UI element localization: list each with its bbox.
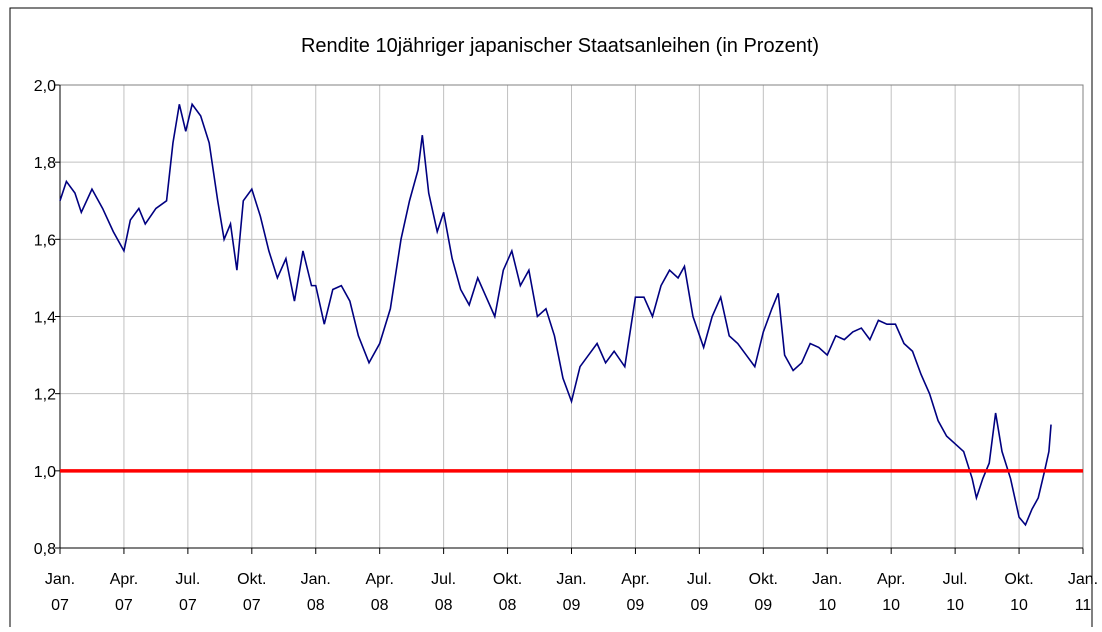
chart-area bbox=[9, 7, 1093, 632]
x-tick-label: Jan. 07 bbox=[45, 571, 75, 614]
line-series bbox=[59, 102, 1052, 527]
x-tick-label: Apr. 08 bbox=[365, 571, 393, 614]
x-tick-label: Okt. 09 bbox=[749, 571, 778, 614]
x-tick-label: Jul. 07 bbox=[175, 571, 200, 614]
y-tick-label: 1,8 bbox=[34, 155, 56, 172]
y-tick-label: 1,6 bbox=[34, 232, 56, 249]
x-tick-label: Apr. 09 bbox=[621, 571, 649, 614]
x-tick-label: Apr. 10 bbox=[877, 571, 905, 614]
y-tick-label: 1,4 bbox=[34, 310, 56, 327]
x-tick-label: Okt. 08 bbox=[493, 571, 522, 614]
x-tick-label: Apr. 07 bbox=[110, 571, 138, 614]
y-tick-label: 2,0 bbox=[34, 78, 56, 95]
x-tick-label: Jan. 11 bbox=[1068, 571, 1098, 614]
x-tick-label: Okt. 07 bbox=[237, 571, 266, 614]
chart-title: Rendite 10jähriger japanischer Staatsanl… bbox=[301, 35, 819, 57]
x-tick-label: Okt. 10 bbox=[1004, 571, 1033, 614]
x-tick-label: Jul. 10 bbox=[943, 571, 968, 614]
x-tick-label: Jan. 08 bbox=[301, 571, 331, 614]
x-tick-label: Jul. 09 bbox=[687, 571, 712, 614]
x-tick-label: Jul. 08 bbox=[431, 571, 456, 614]
y-tick-label: 0,8 bbox=[34, 541, 56, 558]
y-tick-label: 1,2 bbox=[34, 387, 56, 404]
x-tick-label: Jan. 10 bbox=[812, 571, 842, 614]
y-tick-label: 1,0 bbox=[34, 464, 56, 481]
x-tick-label: Jan. 09 bbox=[556, 571, 586, 614]
